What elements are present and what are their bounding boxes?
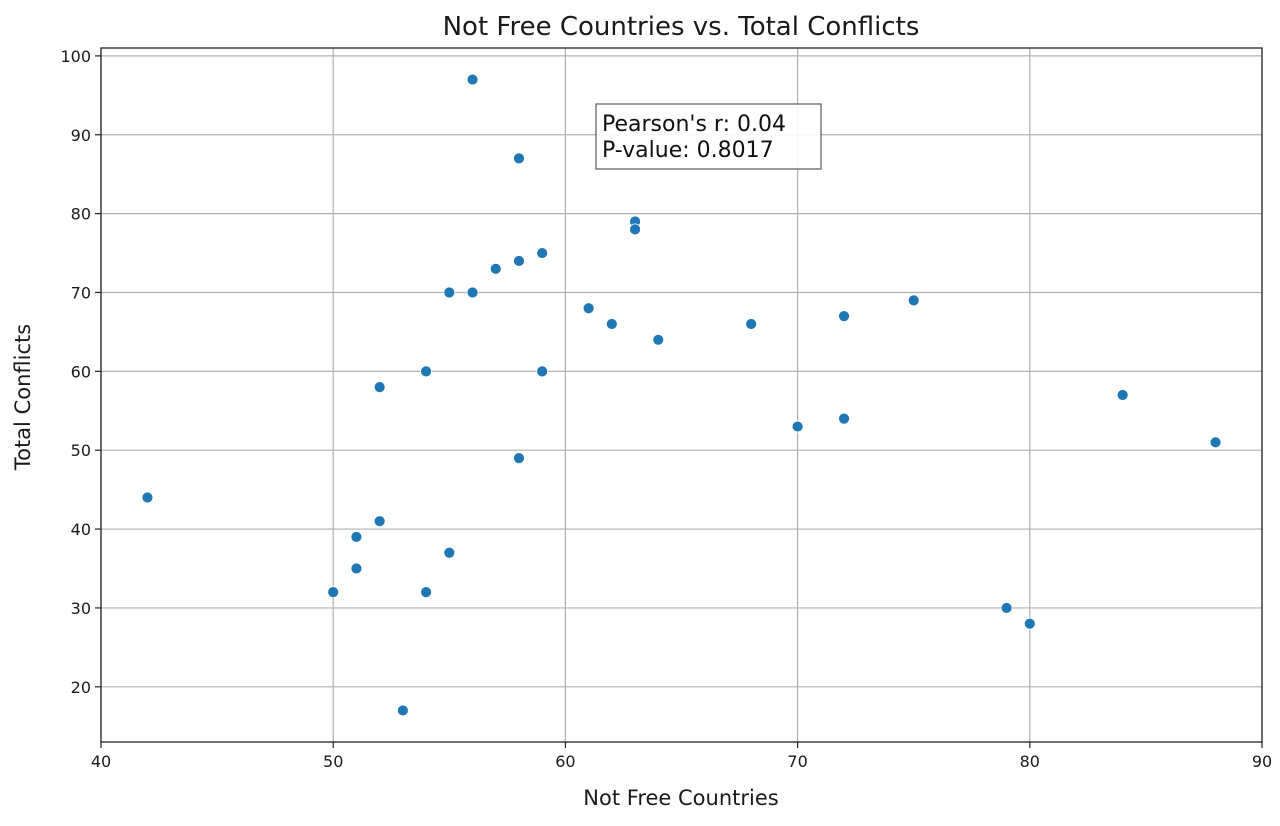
scatter-point bbox=[745, 318, 758, 330]
scatter-point bbox=[1116, 389, 1129, 401]
scatter-point bbox=[582, 302, 595, 315]
annotation-p-value: P-value: 0.8017 bbox=[602, 138, 774, 163]
scatter-point bbox=[605, 318, 618, 330]
scatter-point bbox=[396, 704, 409, 717]
scatter-point bbox=[350, 531, 363, 543]
scatter-point bbox=[536, 365, 549, 378]
scatter-point bbox=[1209, 436, 1222, 449]
scatter-point bbox=[466, 286, 479, 299]
scatter-point bbox=[141, 491, 154, 504]
scatter-point bbox=[373, 381, 386, 394]
y-tick-label: 30 bbox=[71, 599, 91, 618]
y-tick-label: 100 bbox=[60, 47, 91, 66]
scatter-point bbox=[536, 247, 549, 259]
scatter-point bbox=[907, 294, 920, 307]
scatter-point bbox=[1000, 602, 1013, 614]
scatter-point bbox=[327, 586, 340, 599]
axis-ticks: 40 50 60 70 80 90 20 30 40 50 60 70 80 90 100 bbox=[60, 47, 1272, 771]
scatter-point bbox=[838, 412, 850, 425]
y-axis-label: Total Conflicts bbox=[11, 324, 35, 471]
scatter-point bbox=[629, 223, 641, 236]
plot-area-frame bbox=[100, 47, 1263, 743]
scatter-point bbox=[443, 546, 456, 559]
y-tick-label: 20 bbox=[71, 678, 91, 697]
stats-annotation: Pearson's r: 0.04 P-value: 0.8017 bbox=[595, 103, 822, 170]
y-tick-label: 40 bbox=[71, 520, 91, 539]
scatter-point bbox=[373, 515, 386, 528]
x-tick-label: 40 bbox=[91, 752, 111, 771]
scatter-point bbox=[1023, 617, 1036, 630]
scatter-point bbox=[513, 452, 525, 464]
y-tick-label: 60 bbox=[71, 362, 91, 381]
scatter-point bbox=[489, 262, 502, 275]
x-tick-label: 60 bbox=[555, 752, 575, 771]
scatter-point bbox=[420, 586, 432, 599]
scatter-point bbox=[652, 333, 665, 346]
x-axis-label: Not Free Countries bbox=[583, 786, 778, 810]
scatter-point bbox=[838, 310, 850, 323]
chart-title: Not Free Countries vs. Total Conflicts bbox=[443, 12, 920, 42]
y-tick-label: 90 bbox=[71, 126, 91, 145]
annotation-frame bbox=[595, 103, 822, 170]
annotation-pearson-r: Pearson's r: 0.04 bbox=[602, 112, 786, 137]
scatter-point bbox=[466, 73, 479, 86]
scatter-point bbox=[420, 365, 432, 378]
x-tick-label: 90 bbox=[1252, 752, 1272, 771]
scatter-point bbox=[513, 255, 525, 267]
data-points bbox=[141, 73, 1222, 717]
y-tick-label: 80 bbox=[71, 205, 91, 224]
x-tick-label: 50 bbox=[323, 752, 343, 771]
x-tick-label: 70 bbox=[787, 752, 807, 771]
scatter-point bbox=[443, 286, 456, 299]
scatter-point bbox=[513, 152, 525, 165]
scatter-point bbox=[791, 420, 804, 433]
y-tick-label: 50 bbox=[71, 441, 91, 460]
scatter-point bbox=[350, 562, 363, 575]
y-tick-label: 70 bbox=[71, 283, 91, 302]
x-tick-label: 80 bbox=[1020, 752, 1040, 771]
